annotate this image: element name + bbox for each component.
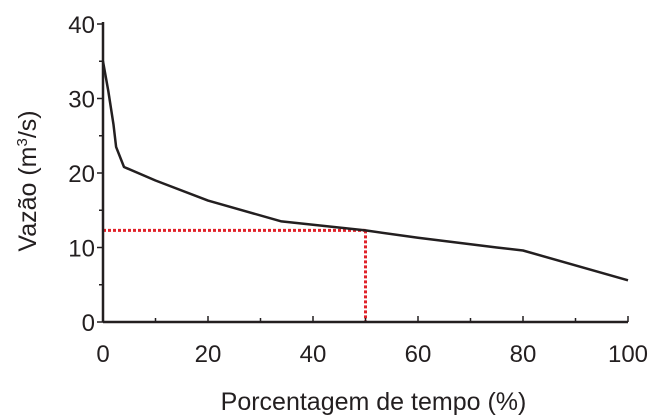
y-tick-label: 0 bbox=[82, 310, 95, 337]
y-axis-title: Vazão (m3/s) bbox=[14, 110, 42, 251]
series-layer bbox=[101, 61, 629, 282]
x-tick-label: 0 bbox=[96, 341, 109, 368]
y-axis-title-tail: /s) bbox=[14, 110, 42, 138]
x-tick-label: 60 bbox=[405, 341, 432, 368]
series-line bbox=[101, 61, 629, 282]
x-tick-label: 80 bbox=[510, 341, 537, 368]
y-axis-title-superscript: 3 bbox=[14, 138, 31, 146]
ticks: 0 20 40 60 80 100 0 10 20 30 40 bbox=[68, 12, 648, 368]
y-tick-label: 30 bbox=[68, 87, 95, 114]
x-axis-title: Porcentagem de tempo (%) bbox=[221, 388, 527, 416]
y-tick-label: 40 bbox=[68, 12, 95, 39]
y-axis-title-main: Vazão (m bbox=[14, 146, 42, 251]
x-tick-label: 20 bbox=[195, 341, 222, 368]
x-tick-label: 40 bbox=[300, 341, 327, 368]
median-reference-lines bbox=[103, 228, 367, 322]
y-tick-label: 10 bbox=[68, 236, 95, 263]
x-tick-label: 100 bbox=[608, 341, 648, 368]
y-tick-label: 20 bbox=[68, 161, 95, 188]
